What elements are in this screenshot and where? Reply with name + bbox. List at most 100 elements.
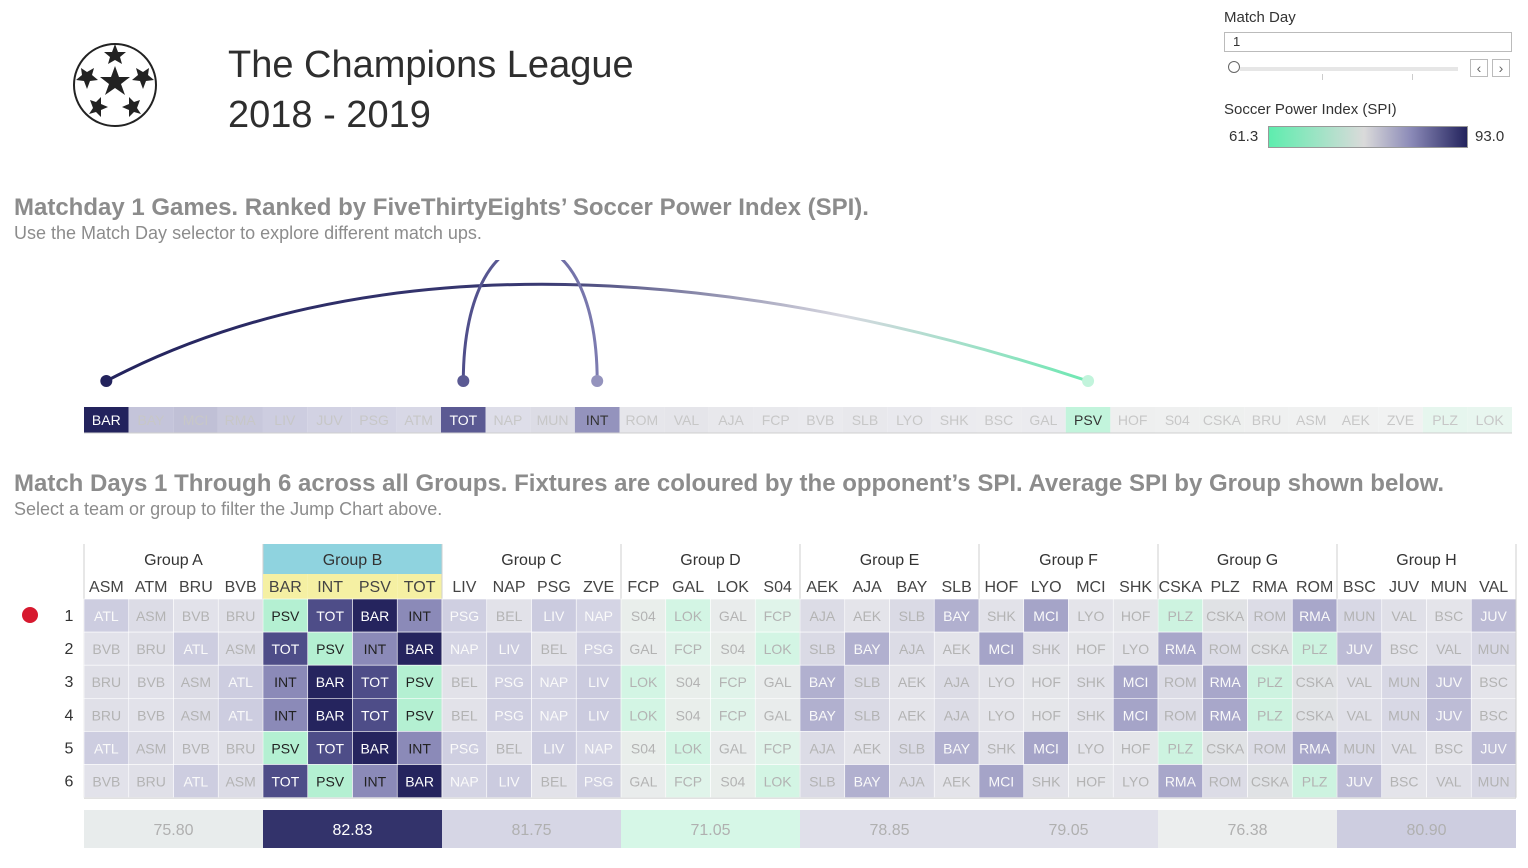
team-header-bsc[interactable]: BSC <box>1343 579 1376 596</box>
fixture-cell[interactable] <box>1336 598 1383 633</box>
fixture-cell[interactable] <box>978 764 1025 798</box>
fixture-cell[interactable] <box>396 764 443 798</box>
fixture-cell[interactable] <box>1426 598 1472 633</box>
fixture-cell[interactable] <box>128 664 174 699</box>
group-avg-cell[interactable] <box>442 810 621 848</box>
fixture-cell[interactable] <box>710 731 756 765</box>
fixture-cell[interactable] <box>1470 664 1517 699</box>
fixture-cell[interactable] <box>83 764 130 798</box>
fixture-cell[interactable] <box>352 698 398 732</box>
fixture-cell[interactable] <box>83 631 130 666</box>
team-header-tot[interactable]: TOT <box>404 579 436 596</box>
team-cell-val[interactable]: VAL <box>664 407 709 433</box>
team-header-val[interactable]: VAL <box>1479 579 1508 596</box>
fixture-cell[interactable] <box>486 698 532 732</box>
fixture-cell[interactable] <box>665 664 711 699</box>
fixture-cell[interactable] <box>1023 764 1069 798</box>
fixture-cell[interactable] <box>1157 631 1204 666</box>
team-cell-asm[interactable]: ASM <box>1288 407 1334 433</box>
fixture-cell[interactable] <box>933 731 980 765</box>
fixture-cell[interactable] <box>575 731 622 765</box>
fixture-cell[interactable] <box>1202 731 1248 765</box>
fixture-cell[interactable] <box>1470 631 1517 666</box>
team-header-mci[interactable]: MCI <box>1076 579 1105 596</box>
fixture-cell[interactable] <box>665 731 711 765</box>
fixture-cell[interactable] <box>262 731 309 765</box>
fixture-cell[interactable] <box>1247 631 1293 666</box>
fixture-cell[interactable] <box>441 598 488 633</box>
team-header-nap[interactable]: NAP <box>493 579 526 596</box>
group-group-h[interactable]: Group H BSC JUV MUN VAL MUN VAL BSC JUV JUV BSC VAL… <box>1336 544 1517 798</box>
team-header-mun[interactable]: MUN <box>1431 579 1467 596</box>
team-cell-atm[interactable]: ATM <box>396 407 441 433</box>
team-cell-bay[interactable]: BAY <box>128 407 174 433</box>
team-cell-lok[interactable]: LOK <box>1467 407 1512 433</box>
group-avg-cell[interactable] <box>1158 810 1337 848</box>
fixture-cell[interactable] <box>531 698 577 732</box>
group-header[interactable]: Group C <box>501 552 561 569</box>
team-cell-lyo[interactable]: LYO <box>887 407 932 433</box>
team-cell-nap[interactable]: NAP <box>485 407 531 433</box>
fixture-cell[interactable] <box>933 598 980 633</box>
team-header-psv[interactable]: PSV <box>359 579 391 596</box>
team-header-hof[interactable]: HOF <box>984 579 1018 596</box>
fixture-cell[interactable] <box>307 698 353 732</box>
fixture-cell[interactable] <box>1068 764 1114 798</box>
fixture-cell[interactable] <box>1202 664 1248 699</box>
fixture-cell[interactable] <box>352 598 398 633</box>
match-day-input[interactable]: 1 <box>1224 32 1512 52</box>
group-group-g[interactable]: Group G CSKA PLZ RMA ROM PLZ CSKA ROM RMA RMA ROM C… <box>1157 544 1338 798</box>
team-cell-slb[interactable]: SLB <box>842 407 888 433</box>
group-header[interactable]: Group H <box>1396 552 1456 569</box>
team-cell-mun[interactable]: MUN <box>530 407 575 433</box>
fixture-cell[interactable] <box>441 631 488 666</box>
fixture-cell[interactable] <box>1336 698 1383 732</box>
fixture-cell[interactable] <box>1112 764 1159 798</box>
fixture-cell[interactable] <box>307 631 353 666</box>
team-header-bru[interactable]: BRU <box>179 579 213 596</box>
team-cell-gal[interactable]: GAL <box>1021 407 1066 433</box>
fixture-cell[interactable] <box>1381 664 1427 699</box>
group-avg-cell[interactable] <box>84 810 263 848</box>
fixture-cell[interactable] <box>933 764 980 798</box>
fixture-cell[interactable] <box>978 664 1025 699</box>
group-header[interactable]: Group B <box>323 552 383 569</box>
fixture-cell[interactable] <box>396 731 443 765</box>
chevron-left-icon[interactable]: ‹ <box>1470 59 1488 77</box>
group-header[interactable]: Group G <box>1217 552 1278 569</box>
team-cell-cska[interactable]: CSKA <box>1199 407 1245 433</box>
fixture-cell[interactable] <box>889 764 935 798</box>
fixture-cell[interactable] <box>217 731 264 765</box>
fixture-cell[interactable] <box>575 664 622 699</box>
team-cell-aek[interactable]: AEK <box>1333 407 1379 433</box>
fixture-cell[interactable] <box>1202 598 1248 633</box>
fixture-cell[interactable] <box>575 764 622 798</box>
team-header-zve[interactable]: ZVE <box>583 579 614 596</box>
fixture-cell[interactable] <box>1291 764 1338 798</box>
fixture-cell[interactable] <box>710 764 756 798</box>
group-header[interactable]: Group F <box>1039 552 1098 569</box>
fixture-cell[interactable] <box>620 731 667 765</box>
fixture-cell[interactable] <box>1023 731 1069 765</box>
fixture-cell[interactable] <box>754 698 801 732</box>
fixture-cell[interactable] <box>1470 764 1517 798</box>
team-header-lok[interactable]: LOK <box>717 579 749 596</box>
fixture-cell[interactable] <box>620 698 667 732</box>
team-cell-mci[interactable]: MCI <box>173 407 218 433</box>
fixture-cell[interactable] <box>352 664 398 699</box>
fixture-cell[interactable] <box>620 664 667 699</box>
team-header-atm[interactable]: ATM <box>135 579 168 596</box>
team-cell-rom[interactable]: ROM <box>619 407 665 433</box>
fixture-cell[interactable] <box>1202 698 1248 732</box>
team-header-int[interactable]: INT <box>317 579 343 596</box>
fixture-cell[interactable] <box>1426 731 1472 765</box>
team-cell-liv[interactable]: LIV <box>262 407 308 433</box>
fixture-cell[interactable] <box>441 731 488 765</box>
fixture-cell[interactable] <box>844 631 890 666</box>
match-day-slider-knob[interactable] <box>1228 61 1240 73</box>
fixture-cell[interactable] <box>173 731 219 765</box>
fixture-cell[interactable] <box>128 731 174 765</box>
fixture-cell[interactable] <box>799 664 846 699</box>
fixture-cell[interactable] <box>128 764 174 798</box>
fixture-cell[interactable] <box>396 631 443 666</box>
